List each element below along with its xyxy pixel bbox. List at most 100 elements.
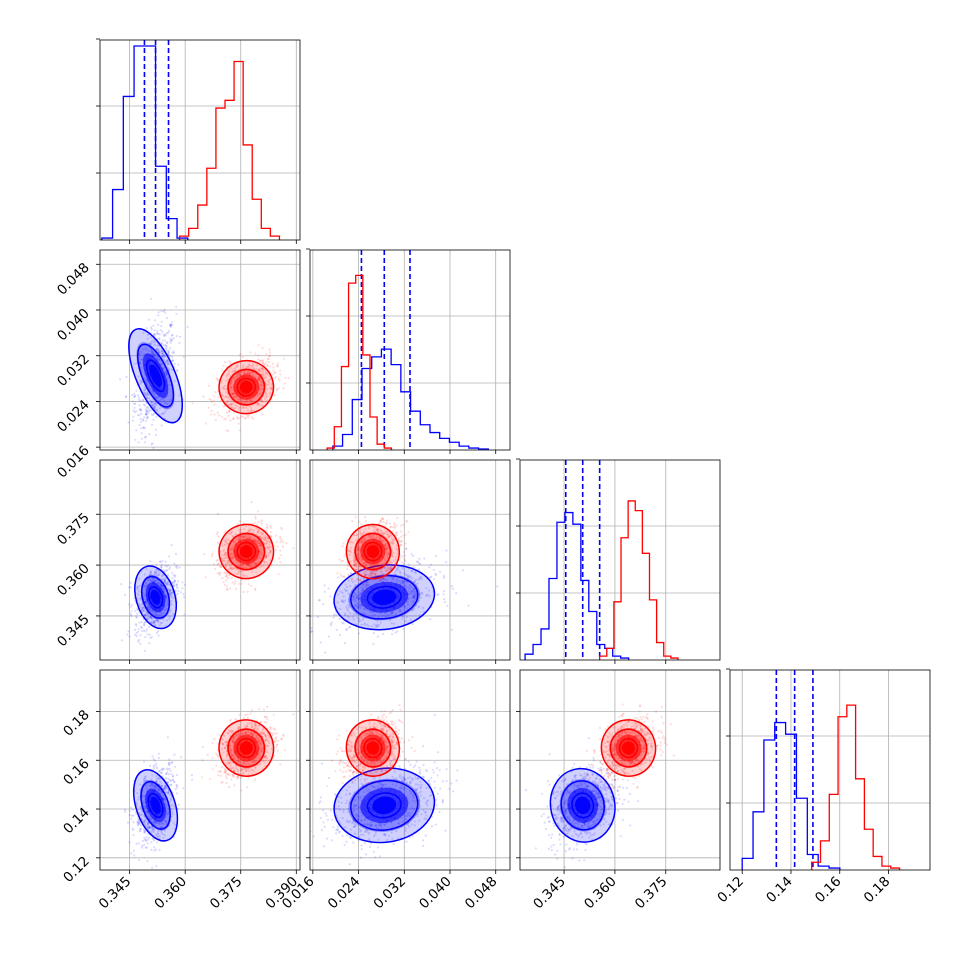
- histogram-series-1: [811, 704, 901, 870]
- grid: [129, 40, 297, 240]
- axes-frame: [309, 459, 511, 661]
- y-tick-label: 0.14: [60, 805, 93, 838]
- grid: [520, 670, 720, 870]
- y-tick-label: 0.16: [60, 756, 93, 789]
- x-tick-label: 0.360: [581, 874, 620, 913]
- count-grid: [730, 735, 930, 804]
- density-fill: [150, 796, 161, 814]
- density-fill: [150, 589, 161, 605]
- contour-line-series-0-level-1: [350, 574, 419, 620]
- axes-frame: [99, 39, 301, 241]
- contour-line-series-0-level-2: [333, 767, 436, 844]
- contour-line-series-0-level-2: [132, 769, 179, 842]
- scatter-panel-3-2: 0.345 0.360 0.375: [516, 669, 721, 913]
- contour-line-series-1-level-1: [354, 532, 392, 571]
- contour-line-series-0-level-2: [134, 565, 178, 630]
- grid: [100, 250, 300, 450]
- grid: [741, 670, 889, 870]
- y-tick-label: 0.024: [54, 397, 93, 436]
- axes-frame: [519, 459, 721, 661]
- hist-panel-1: [306, 248, 511, 454]
- scatter-panel-2-1: [306, 459, 511, 664]
- count-grid: [100, 105, 300, 174]
- contour-line-series-1-level-0: [363, 541, 383, 562]
- y-tick-label: 0.345: [54, 611, 93, 650]
- histogram-series-0: [332, 348, 489, 450]
- contour-line-series-1-level-2: [218, 359, 275, 415]
- y-tick-label: 0.040: [54, 306, 93, 345]
- y-tick-label: 0.375: [54, 510, 93, 549]
- contour-line-series-1-level-2: [218, 523, 275, 580]
- y-tick-label: 0.048: [54, 260, 93, 299]
- contour-line-series-0-level-0: [571, 792, 595, 819]
- density-fill: [239, 380, 253, 394]
- density-fill: [149, 364, 162, 387]
- contour-line-series-1-level-0: [363, 737, 383, 759]
- histogram-series-0: [741, 721, 841, 870]
- contour-line-series-0-level-2: [128, 328, 184, 424]
- contour-line-series-0-level-0: [147, 586, 164, 609]
- contour-line-series-0-level-2: [333, 564, 436, 631]
- x-tick-label: 0.375: [207, 874, 246, 913]
- hist-panel-2: [516, 458, 721, 664]
- contour-line-series-0-level-0: [366, 792, 402, 819]
- x-tick-label: 0.14: [763, 874, 796, 907]
- density-fill: [372, 796, 397, 815]
- contour-line-series-1-level-0: [236, 541, 257, 562]
- contour-line-series-1-level-1: [354, 728, 392, 768]
- grid: [310, 670, 510, 870]
- contour-line-series-1-level-2: [600, 719, 657, 777]
- axes-frame: [99, 249, 301, 451]
- density-fill: [366, 741, 380, 755]
- contour-line-series-1-level-0: [236, 737, 257, 759]
- y-tick-label: 0.032: [54, 351, 93, 390]
- density-fill: [239, 545, 253, 558]
- contour-line-series-1-level-2: [345, 719, 401, 777]
- contour-line-series-1-level-0: [618, 737, 639, 759]
- contour-line-series-1-level-2: [218, 719, 275, 777]
- contour-line-series-1-level-1: [609, 728, 648, 768]
- x-tick-label: 0.048: [462, 874, 501, 913]
- axes-frame: [519, 669, 721, 871]
- axes-frame: [99, 669, 301, 871]
- x-tick-label: 0.12: [714, 874, 747, 907]
- grid: [563, 460, 667, 660]
- scatter-panel-3-1: 0.016 0.024 0.032 0.040 0.048: [279, 669, 511, 913]
- axes-frame: [729, 669, 931, 871]
- density-fill: [239, 741, 253, 755]
- density-fill: [575, 796, 591, 815]
- contour-line-series-1-level-1: [227, 532, 266, 571]
- x-tick-label: 0.040: [416, 874, 455, 913]
- count-grid: [520, 525, 720, 594]
- y-tick-label: 0.360: [54, 561, 93, 600]
- scatter-panel-3-0: 0.120.140.160.180.345 0.360 0.375 0.390: [60, 669, 301, 913]
- x-tick-label: 0.360: [151, 874, 190, 913]
- contour-line-series-0-level-1: [136, 343, 175, 408]
- hist-panel-0: [96, 38, 301, 244]
- y-tick-label: 0.12: [60, 853, 93, 886]
- y-tick-label: 0.016: [54, 443, 93, 482]
- x-tick-label: 0.375: [632, 874, 671, 913]
- grid: [312, 250, 497, 450]
- axes-frame: [99, 459, 301, 661]
- contour-line-series-0-level-1: [350, 779, 419, 831]
- scatter-panel-2-0: 0.345 0.360 0.375: [54, 459, 301, 664]
- contour-line-series-1-level-1: [227, 728, 266, 768]
- x-tick-label: 0.18: [861, 874, 894, 907]
- axes-frame: [309, 669, 511, 871]
- x-tick-label: 0.16: [812, 874, 845, 907]
- x-tick-label: 0.345: [530, 874, 569, 913]
- density-fill: [372, 589, 397, 605]
- histogram-series-1: [599, 500, 679, 660]
- contour-line-series-1-level-0: [236, 377, 257, 397]
- contour-line-series-0-level-0: [366, 585, 402, 609]
- contour-line-series-0-level-0: [147, 792, 164, 818]
- scatter-panel-1-0: 0.016 0.024 0.032 0.040 0.048: [54, 249, 301, 482]
- histogram-series-1: [326, 274, 393, 450]
- contour-line-series-0-level-1: [140, 780, 171, 830]
- grid: [100, 670, 300, 870]
- contour-line-series-0-level-2: [549, 767, 616, 843]
- axes-frame: [309, 249, 511, 451]
- contour-line-series-1-level-1: [227, 368, 266, 406]
